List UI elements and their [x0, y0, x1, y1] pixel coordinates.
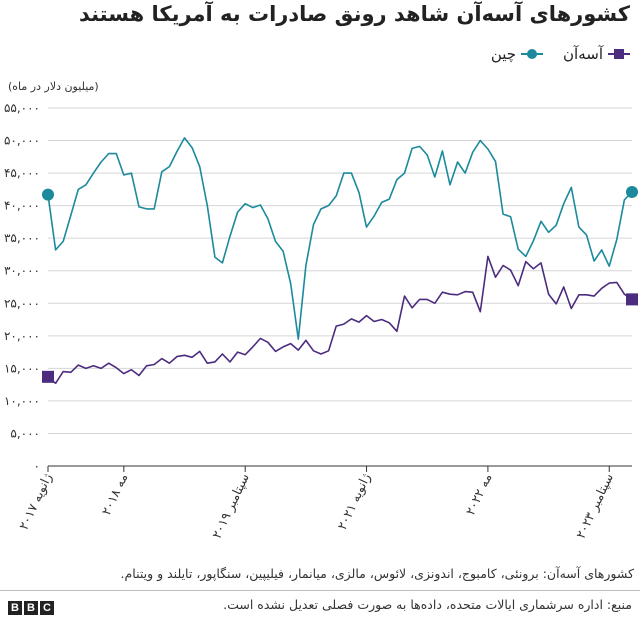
chart-legend: آسه‌آن چین [491, 43, 630, 65]
y-tick-label: ۵,۰۰۰ [10, 426, 40, 440]
x-tick-label: سپتامبر ۲۰۲۳ [573, 471, 617, 541]
x-tick-label: مه ۲۰۲۲ [462, 471, 494, 517]
x-tick-label: سپتامبر ۲۰۱۹ [209, 471, 253, 541]
y-tick-label: ۱۵,۰۰۰ [4, 361, 40, 375]
grid-lines [48, 107, 632, 467]
series-1-end-point [626, 293, 638, 306]
series-lines [42, 137, 638, 385]
y-tick-label: ۲۵,۰۰۰ [4, 296, 40, 310]
legend-circle-marker-icon [521, 49, 544, 59]
legend-item-china: چین [490, 45, 544, 63]
series-line-1 [47, 255, 633, 385]
y-tick-label: ۴۵,۰۰۰ [4, 166, 40, 180]
footnote: کشورهای آسه‌آن: برونئی، کامبوج، اندونزی،… [120, 566, 634, 581]
series-1-start-point [42, 370, 54, 383]
x-tick-label: مه ۲۰۱۸ [98, 471, 130, 517]
chart-title: کشورهای آسه‌آن شاهد رونق صادرات به آمریک… [78, 2, 630, 26]
y-axis-unit-label: (میلیون دلار در ماه) [8, 80, 99, 93]
y-tick-label: ۰ [34, 459, 40, 473]
series-0-end-point [626, 185, 638, 198]
series-0-start-point [42, 188, 54, 201]
y-tick-label: ۳۰,۰۰۰ [4, 264, 40, 278]
y-tick-label: ۲۰,۰۰۰ [4, 329, 40, 343]
y-tick-label: ۳۵,۰۰۰ [4, 231, 40, 245]
x-tick-label: ژانویه ۲۰۲۱ [334, 471, 374, 533]
footer-divider [0, 590, 640, 591]
y-axis-ticks: ۰ ۵,۰۰۰ ۱۰,۰۰۰ ۱۵,۰۰۰ ۲۰,۰۰۰ ۲۵,۰۰۰ ۳۰,۰۰۰ ۳۵,۰… [4, 101, 40, 473]
y-tick-label: ۱۰,۰۰۰ [4, 394, 40, 408]
legend-label-asean: آسه‌آن [563, 45, 603, 63]
legend-square-marker-icon [608, 49, 630, 59]
x-axis-ticks: ژانویه ۲۰۱۷ مه ۲۰۱۸ سپتامبر ۲۰۱۹ ژانویه ۲۰۲… [16, 466, 617, 541]
y-tick-label: ۵۰,۰۰۰ [4, 134, 40, 148]
series-line-0 [47, 137, 633, 340]
source-note: منبع: اداره سرشماری ایالات متحده، داده‌ه… [223, 597, 632, 612]
y-tick-label: ۴۰,۰۰۰ [4, 199, 40, 213]
x-tick-label: ژانویه ۲۰۱۷ [16, 471, 56, 533]
legend-label-china: چین [490, 45, 517, 63]
legend-item-asean: آسه‌آن [563, 45, 630, 63]
y-tick-label: ۵۵,۰۰۰ [4, 101, 40, 115]
